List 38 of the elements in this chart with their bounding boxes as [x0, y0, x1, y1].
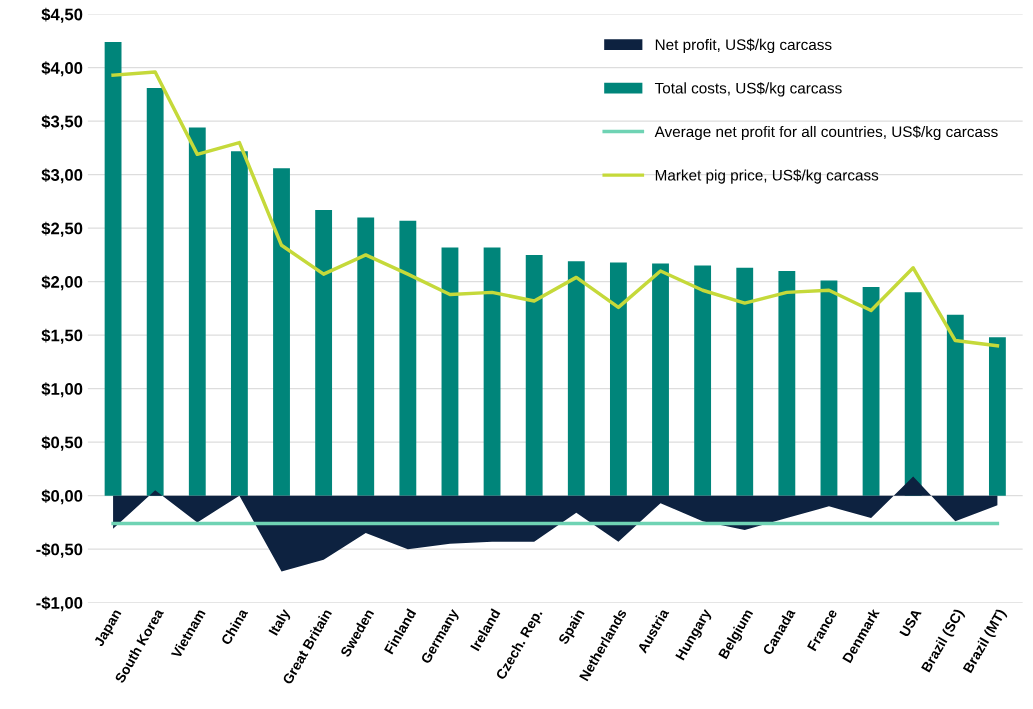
legend-label: Total costs, US$/kg carcass	[654, 82, 842, 97]
bar	[820, 280, 838, 496]
bar	[483, 247, 501, 496]
bar	[988, 337, 1006, 496]
bar	[778, 270, 796, 496]
bar	[357, 217, 375, 496]
y-tick-label: $3,00	[41, 168, 83, 184]
y-tick-label: -$0,50	[36, 542, 83, 558]
bar	[273, 168, 290, 496]
bar	[525, 254, 543, 496]
bar	[230, 151, 248, 496]
y-tick-label: $4,50	[41, 7, 83, 23]
bar	[188, 127, 206, 496]
bar	[946, 314, 964, 496]
y-tick-label: $0,50	[41, 435, 83, 451]
legend-label: Net profit, US$/kg carcass	[655, 38, 832, 54]
y-tick-label: $1,00	[41, 382, 83, 398]
y-tick-label: $0,00	[41, 489, 83, 505]
y-tick-label: $2,00	[41, 275, 83, 291]
bar	[399, 220, 417, 496]
bar	[652, 263, 669, 496]
bar	[146, 88, 164, 496]
y-tick-label: $3,50	[41, 114, 83, 130]
bar	[315, 209, 333, 496]
bar	[567, 261, 585, 496]
y-tick-label: -$1,00	[36, 596, 83, 612]
bar	[609, 262, 627, 496]
legend-label: Market pig price, US$/kg carcass	[655, 169, 879, 184]
bar	[694, 265, 712, 496]
bar	[104, 42, 122, 496]
bar	[736, 267, 754, 496]
bar	[441, 247, 459, 496]
legend-label: Average net profit for all countries, US$/kg carcass	[654, 125, 998, 141]
line-series	[111, 70, 1000, 348]
y-tick-label: $4,00	[41, 61, 83, 77]
y-tick-label: $1,50	[41, 328, 83, 344]
y-tick-label: $2,50	[41, 221, 83, 237]
bar	[862, 287, 880, 496]
